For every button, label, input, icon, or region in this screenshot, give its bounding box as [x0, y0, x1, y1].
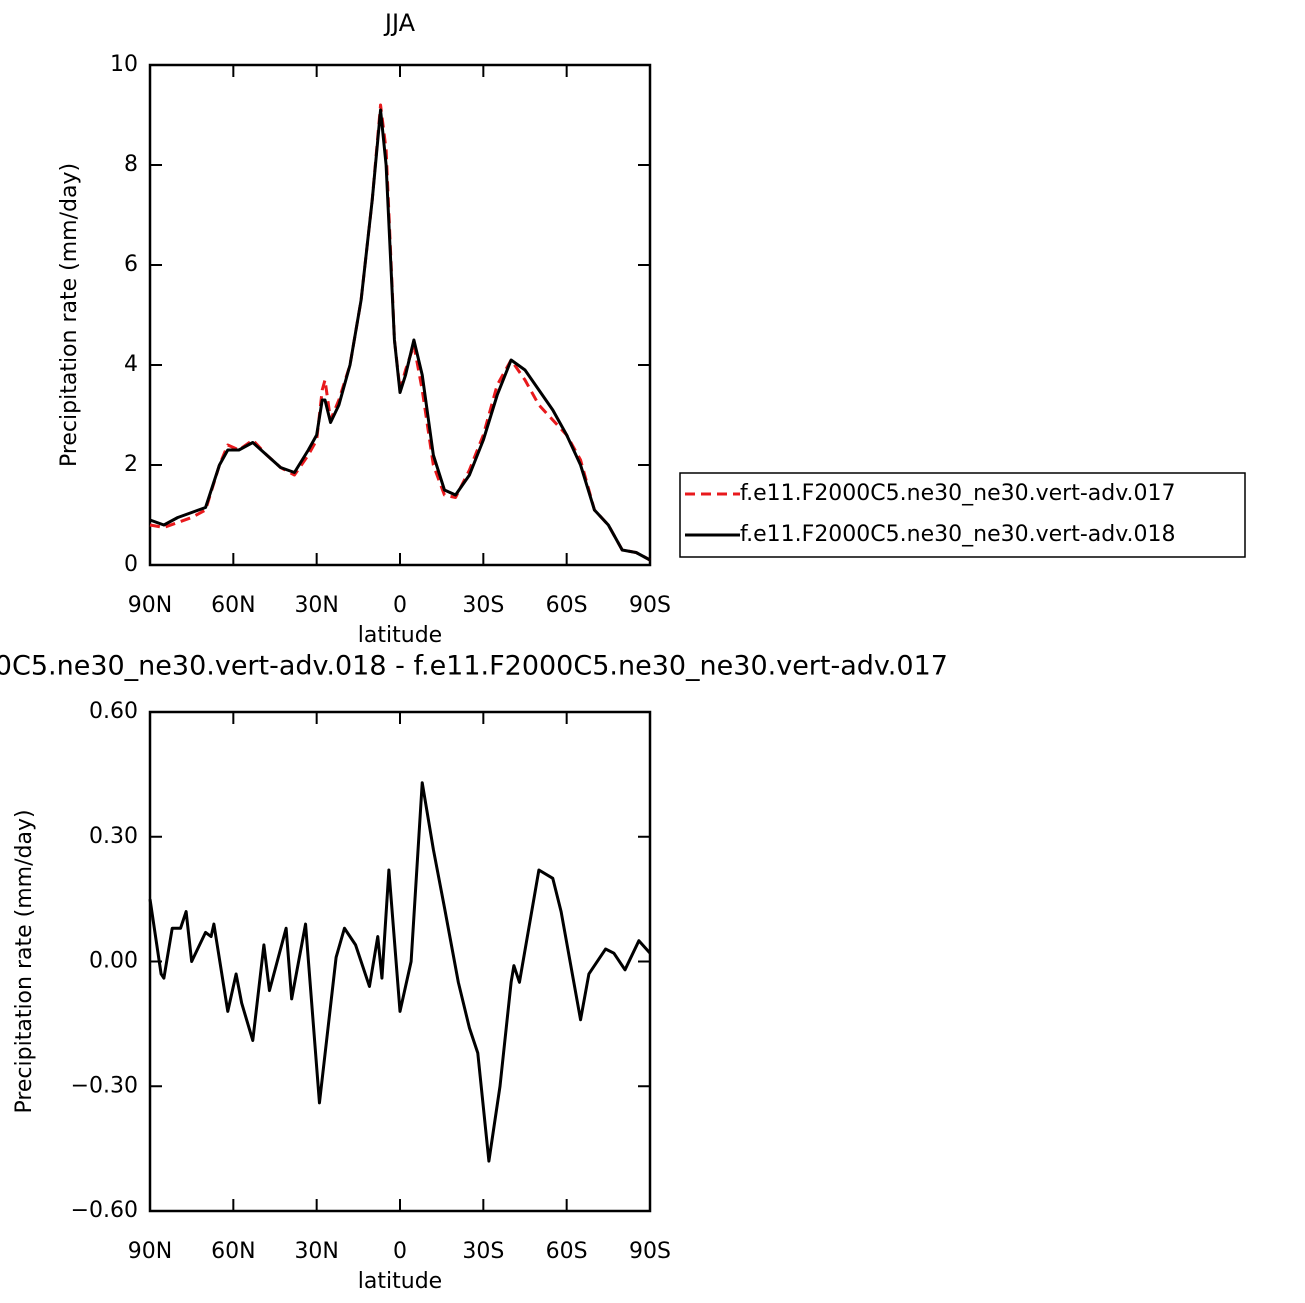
y-tick-label: 10: [110, 52, 138, 77]
data-line: [149, 108, 651, 562]
x-tick-label: 60N: [211, 1239, 255, 1264]
y-tick-label: 8: [124, 152, 138, 177]
y-tick-label: 6: [124, 252, 138, 277]
x-tick-label: 60S: [546, 1239, 588, 1264]
y-tick-label: 0.30: [89, 824, 138, 849]
x-tick-label: 30S: [462, 1239, 504, 1264]
y-tick-label: 2: [124, 452, 138, 477]
legend-box: [679, 472, 1246, 558]
x-tick-label: 90N: [128, 593, 172, 618]
y-tick-label: 0: [124, 552, 138, 577]
plot-frame: [148, 63, 652, 567]
y-tick-label: 4: [124, 352, 138, 377]
legend-label: f.e11.F2000C5.ne30_ne30.vert-adv.018: [740, 522, 1176, 547]
x-tick-label: 90N: [128, 1239, 172, 1264]
x-tick-label: 0: [393, 593, 407, 618]
legend-label: f.e11.F2000C5.ne30_ne30.vert-adv.017: [740, 481, 1176, 506]
x-tick-label: 90S: [629, 593, 671, 618]
chart-title: JJA: [383, 9, 416, 37]
x-axis-label: latitude: [358, 623, 442, 648]
x-tick-label: 30N: [294, 1239, 338, 1264]
y-axis-label: Precipitation rate (mm/day): [57, 163, 82, 467]
y-tick-label: −0.60: [71, 1198, 138, 1223]
data-line: [148, 781, 652, 1163]
y-tick-label: −0.30: [71, 1073, 138, 1098]
y-axis-label: Precipitation rate (mm/day): [12, 809, 37, 1113]
x-tick-label: 90S: [629, 1239, 671, 1264]
x-tick-label: 0: [393, 1239, 407, 1264]
data-line: [149, 103, 651, 562]
x-axis-label: latitude: [358, 1269, 442, 1294]
x-tick-label: 60S: [546, 593, 588, 618]
chart-title: f.e11.F2000C5.ne30_ne30.vert-adv.018 - f…: [0, 651, 948, 682]
y-tick-label: 0.60: [89, 699, 138, 724]
plot-frame: [148, 710, 652, 1213]
x-tick-label: 30N: [294, 593, 338, 618]
x-tick-label: 30S: [462, 593, 504, 618]
x-tick-label: 60N: [211, 593, 255, 618]
y-tick-label: 0.00: [89, 949, 138, 974]
